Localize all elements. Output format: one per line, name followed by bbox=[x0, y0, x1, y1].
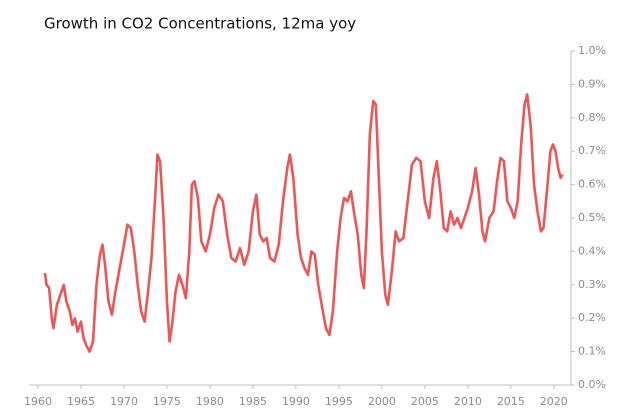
x-tick-label: 2000 bbox=[368, 395, 396, 408]
x-tick-label: 1970 bbox=[110, 395, 138, 408]
x-tick-label: 1960 bbox=[24, 395, 52, 408]
y-tick-label: 0.2% bbox=[578, 311, 606, 324]
x-tick-label: 2010 bbox=[454, 395, 482, 408]
x-tick-label: 1975 bbox=[153, 395, 181, 408]
x-tick-label: 2020 bbox=[540, 395, 568, 408]
y-tick-label: 0.7% bbox=[578, 144, 606, 157]
y-tick-label: 0.8% bbox=[578, 111, 606, 124]
x-tick-label: 2015 bbox=[497, 395, 525, 408]
y-tick-label: 1.0% bbox=[578, 44, 606, 57]
y-tick-label: 0.6% bbox=[578, 178, 606, 191]
x-tick-label: 1980 bbox=[196, 395, 224, 408]
y-tick-label: 0.1% bbox=[578, 345, 606, 358]
y-tick-label: 0.5% bbox=[578, 211, 606, 224]
data-line bbox=[43, 93, 564, 353]
x-tick-label: 1965 bbox=[67, 395, 95, 408]
x-tick-label: 2005 bbox=[411, 395, 439, 408]
x-tick-label: 1995 bbox=[325, 395, 353, 408]
chart-title: Growth in CO2 Concentrations, 12ma yoy bbox=[44, 15, 356, 33]
y-tick-label: 0.9% bbox=[578, 77, 606, 90]
x-tick-label: 1990 bbox=[282, 395, 310, 408]
y-tick-label: 0.4% bbox=[578, 244, 606, 257]
y-tick-label: 0.3% bbox=[578, 278, 606, 291]
x-tick-label: 1985 bbox=[239, 395, 267, 408]
y-tick-label: 0.0% bbox=[578, 378, 606, 391]
